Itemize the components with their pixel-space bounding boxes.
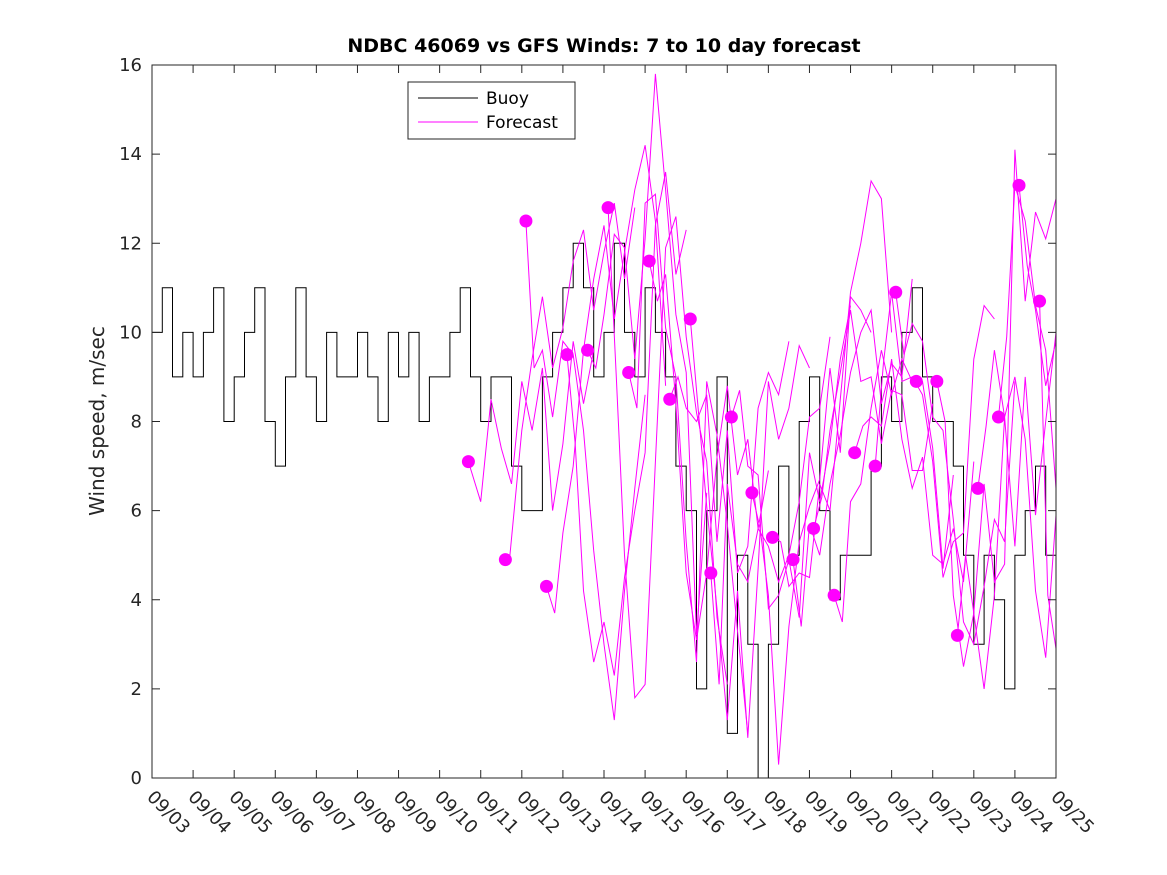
forecast-marker bbox=[848, 446, 862, 460]
forecast-marker bbox=[724, 410, 738, 424]
forecast-marker bbox=[909, 374, 923, 388]
forecast-series-line bbox=[854, 359, 975, 582]
forecast-series-line bbox=[525, 220, 646, 721]
chart-title: NDBC 46069 vs GFS Winds: 7 to 10 day for… bbox=[347, 35, 860, 57]
y-tick-label: 12 bbox=[119, 233, 142, 254]
forecast-marker bbox=[889, 285, 903, 299]
forecast-marker bbox=[519, 214, 533, 228]
forecast-marker bbox=[539, 579, 553, 593]
forecast-marker bbox=[663, 392, 677, 406]
forecast-series-line bbox=[1018, 185, 1057, 386]
forecast-marker bbox=[622, 365, 636, 379]
forecast-marker bbox=[807, 521, 821, 535]
forecast-series-line bbox=[977, 350, 1057, 658]
forecast-marker bbox=[950, 628, 964, 642]
forecast-series-line bbox=[628, 193, 749, 734]
forecast-series-line bbox=[467, 341, 595, 511]
legend-forecast-label: Forecast bbox=[486, 113, 558, 133]
forecast-series-line bbox=[998, 185, 1057, 489]
forecast-series-line bbox=[772, 179, 893, 588]
forecast-series-line bbox=[509, 202, 636, 560]
forecast-series-line bbox=[566, 171, 687, 676]
forecast-marker bbox=[601, 201, 615, 215]
forecast-marker bbox=[868, 459, 882, 473]
forecast-marker bbox=[1012, 178, 1026, 192]
forecast-series-line bbox=[546, 145, 667, 614]
y-tick-label: 6 bbox=[131, 501, 142, 522]
y-tick-label: 10 bbox=[119, 322, 142, 343]
forecast-series-line bbox=[689, 318, 810, 738]
forecast-marker bbox=[991, 410, 1005, 424]
y-tick-label: 2 bbox=[131, 679, 142, 700]
forecast-series-line bbox=[607, 207, 728, 700]
legend-buoy-label: Buoy bbox=[486, 89, 529, 109]
forecast-series-line bbox=[833, 350, 954, 623]
forecast-marker bbox=[581, 343, 595, 357]
forecast-marker bbox=[704, 566, 718, 580]
forecast-series-line bbox=[936, 149, 1057, 667]
y-tick-label: 14 bbox=[119, 144, 142, 165]
forecast-series-line bbox=[587, 73, 708, 636]
forecast-marker bbox=[560, 348, 574, 362]
legend: Buoy Forecast bbox=[407, 81, 576, 140]
y-tick-label: 0 bbox=[131, 768, 142, 789]
forecast-marker bbox=[683, 312, 697, 326]
forecast-series-line bbox=[813, 310, 934, 529]
forecast-series-line bbox=[669, 341, 790, 574]
forecast-marker bbox=[745, 486, 759, 500]
forecast-series-line bbox=[895, 292, 1016, 646]
forecast-marker bbox=[765, 530, 779, 544]
forecast-marker bbox=[971, 481, 985, 495]
forecast-marker bbox=[498, 553, 512, 567]
buoy-series-line bbox=[152, 242, 1056, 779]
forecast-series-line bbox=[710, 336, 831, 685]
y-axis-label: Wind speed, m/sec bbox=[85, 326, 109, 516]
forecast-marker bbox=[786, 553, 800, 567]
y-tick-label: 4 bbox=[131, 590, 142, 611]
forecast-marker bbox=[827, 588, 841, 602]
forecast-marker bbox=[642, 254, 656, 268]
forecast-marker bbox=[930, 374, 944, 388]
legend-box bbox=[407, 81, 576, 140]
forecast-marker bbox=[461, 455, 475, 469]
series-layer bbox=[152, 73, 1057, 779]
forecast-series-line bbox=[1039, 301, 1057, 649]
y-tick-label: 16 bbox=[119, 55, 142, 76]
y-tick-label: 8 bbox=[131, 412, 142, 433]
forecast-marker bbox=[1033, 294, 1047, 308]
